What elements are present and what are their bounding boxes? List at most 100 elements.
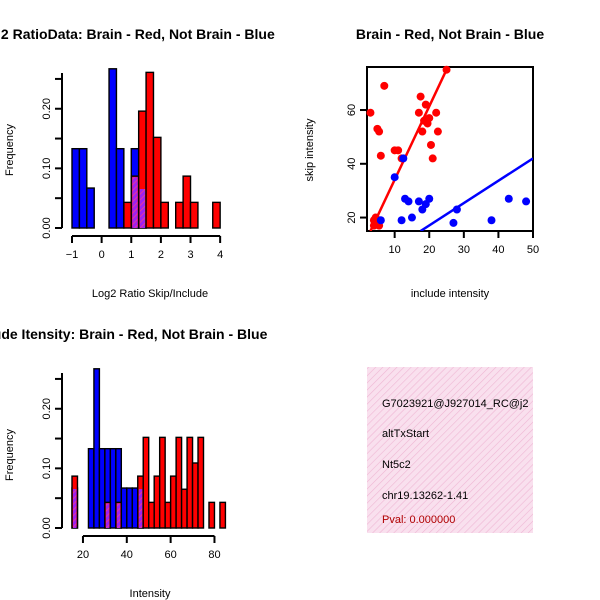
hist-ratio-bar-overlap	[132, 177, 138, 228]
hist-ratio-xlabel: Log2 Ratio Skip/Include	[92, 288, 208, 300]
info-panel: G7023921@J927014_RC@j2 altTxStart Nt5c2 …	[367, 367, 533, 533]
hist-intensity-y-tick-label: 0.10	[41, 458, 53, 479]
hist-intensity-x-tick-label: 20	[77, 549, 89, 561]
scatter-point-not-brain	[487, 216, 496, 225]
scatter-point-brain	[416, 92, 425, 101]
hist-intensity-x-tick-label: 80	[208, 549, 220, 561]
info-panel-clip: G7023921@J927014_RC@j2 altTxStart Nt5c2 …	[382, 398, 529, 526]
scatter-point-brain	[418, 127, 427, 136]
hist-intensity-bar-overlap	[105, 503, 110, 528]
hist-ratio-x-tick-label: 0	[99, 249, 105, 261]
hist-ratio-x-tick-label: 2	[158, 249, 164, 261]
hist-intensity-y-tick-label: 0.20	[41, 398, 53, 419]
hist-intensity-bar-not-brain	[120, 487, 128, 529]
hist-ratio-bar-not-brain	[78, 147, 88, 229]
scatter-point-brain	[414, 108, 423, 117]
hist-ratio-x-tick-label: 1	[128, 249, 134, 261]
scatter-y-tick-label: 40	[346, 158, 358, 170]
scatter-point-brain	[433, 127, 442, 136]
hist-ratio-bar-overlap	[139, 189, 146, 228]
scatter-x-tick-label: 30	[458, 244, 470, 256]
scatter-axes: 10 20 30 40 50 20 40 60	[346, 104, 539, 256]
info-panel-background	[367, 367, 533, 533]
hist-intensity-bar-brain	[219, 501, 227, 529]
hist-intensity-xlabel: Intensity	[130, 588, 171, 600]
scatter-y-tick-label: 20	[346, 211, 358, 223]
scatter-point-brain	[421, 100, 430, 109]
hist-intensity-bar-not-brain	[126, 487, 133, 529]
scatter-x-tick-label: 40	[492, 244, 504, 256]
info-gene-name: Nt5c2	[382, 459, 411, 471]
scatter-point-not-brain	[390, 173, 399, 182]
hist-ratio-title: Log2 RatioData: Brain - Red, Not Brain -…	[0, 26, 275, 42]
scatter-y-tick-label: 60	[346, 104, 358, 116]
hist-intensity-bar-not-brain	[87, 447, 95, 529]
scatter-ylabel: skip intensity	[304, 118, 316, 181]
scatter-chart: Brain - Red, Not Brain - Blue 10 20 30 40 50…	[304, 26, 544, 300]
scatter-point-brain	[366, 108, 375, 117]
scatter-title: Brain - Red, Not Brain - Blue	[356, 26, 544, 42]
hist-intensity-bar-brain	[180, 488, 188, 529]
hist-ratio-chart: Log2 RatioData: Brain - Red, Not Brain -…	[0, 26, 275, 300]
hist-ratio-bar-brain	[189, 201, 199, 229]
hist-intensity-axes: 20 40 60 80 0.00 0.10 0.20	[41, 372, 221, 561]
scatter-fit-line-red	[369, 69, 448, 231]
hist-ratio-bar-brain	[123, 201, 132, 229]
hist-intensity-bar-brain	[175, 436, 183, 529]
hist-intensity-bar-brain	[164, 501, 172, 529]
hist-intensity-bar-not-brain	[93, 368, 101, 529]
hist-ratio-bar-brain	[175, 201, 184, 229]
scatter-points	[366, 65, 531, 230]
scatter-fit-lines	[369, 69, 533, 231]
scatter-fit-line-blue	[419, 157, 533, 231]
scatter-point-brain	[375, 127, 384, 136]
hist-intensity-ylabel: Frequency	[4, 429, 16, 481]
scatter-point-not-brain	[399, 154, 408, 163]
hist-ratio-bar-brain	[145, 71, 155, 229]
hist-ratio-bar-not-brain	[115, 147, 125, 229]
scatter-point-not-brain	[376, 216, 385, 225]
hist-intensity-bar-overlap	[116, 503, 121, 528]
info-event-id: G7023921@J927014_RC@j2	[382, 398, 529, 410]
scatter-point-not-brain	[452, 205, 461, 214]
hist-ratio-y-tick-label: 0.20	[41, 98, 53, 119]
scatter-point-brain	[432, 108, 441, 117]
hist-intensity-bar-brain	[148, 501, 155, 529]
scatter-point-not-brain	[414, 197, 423, 206]
hist-intensity-bar-brain	[208, 501, 216, 529]
scatter-point-brain	[376, 151, 385, 160]
hist-ratio-ylabel: Frequency	[4, 124, 16, 176]
scatter-point-brain	[428, 154, 437, 163]
hist-ratio-bar-brain	[160, 201, 169, 229]
hist-ratio-bar-brain	[182, 175, 192, 229]
hist-ratio-bar-brain	[152, 136, 162, 229]
hist-ratio-x-tick-label: −1	[66, 249, 79, 261]
hist-intensity-bar-brain	[158, 436, 166, 529]
hist-intensity-bar-brain	[153, 475, 161, 529]
hist-ratio-bar-not-brain	[108, 68, 118, 229]
hist-intensity-bar-not-brain	[109, 447, 117, 529]
hist-intensity-bar-brain	[197, 436, 205, 529]
scatter-point-not-brain	[504, 194, 513, 203]
scatter-point-brain	[380, 81, 389, 90]
hist-intensity-bar-not-brain	[131, 487, 139, 529]
hist-ratio-bar-brain	[212, 201, 221, 229]
hist-intensity-title: Include Itensity: Brain - Red, Not Brain…	[0, 326, 268, 342]
hist-intensity-bar-brain	[186, 436, 194, 529]
info-location: chr19.13262-1.41	[382, 490, 468, 502]
hist-intensity-bars	[71, 368, 227, 529]
hist-intensity-y-tick-label: 0.00	[41, 517, 53, 538]
scatter-point-brain	[425, 114, 434, 123]
scatter-x-tick-label: 10	[389, 244, 401, 256]
scatter-point-not-brain	[404, 197, 413, 206]
scatter-x-tick-label: 20	[423, 244, 435, 256]
hist-intensity-x-tick-label: 40	[121, 549, 133, 561]
scatter-point-not-brain	[449, 218, 458, 227]
scatter-point-not-brain	[425, 194, 434, 203]
hist-ratio-bar-not-brain	[86, 187, 95, 229]
hist-ratio-x-tick-label: 3	[187, 249, 193, 261]
scatter-point-brain	[442, 65, 451, 74]
info-pval: Pval: 0.000000	[382, 514, 455, 526]
hist-ratio-axes: −1 0 1 2 3 4 0.00 0.10 0.20	[41, 72, 223, 261]
